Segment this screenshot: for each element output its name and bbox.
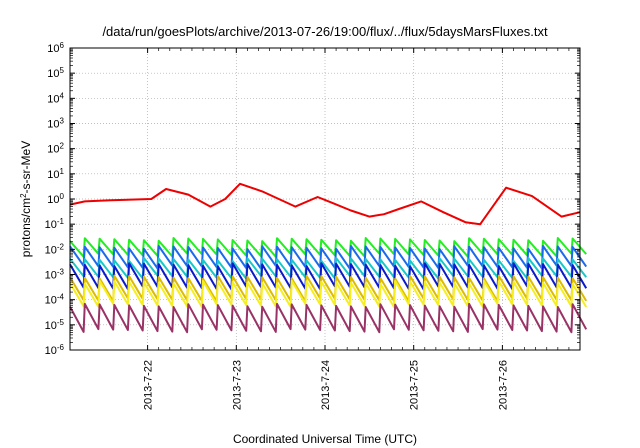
y-tick-label: 103: [47, 116, 64, 131]
y-tick-label: 105: [47, 66, 64, 81]
series-line: [69, 182, 581, 226]
series-line: [69, 245, 588, 270]
y-tick-label: 10-2: [45, 242, 65, 256]
series-line: [69, 302, 588, 334]
y-tick-label: 10-5: [45, 317, 65, 332]
y-tick-label: 100: [47, 192, 64, 207]
x-tick-label: 2013-7-26: [497, 360, 509, 410]
y-tick-label: 102: [47, 141, 64, 156]
x-tick-label: 2013-7-23: [231, 360, 243, 410]
series-group: [69, 182, 588, 334]
y-tick-label: 10-6: [45, 343, 65, 358]
x-axis-label: Coordinated Universal Time (UTC): [233, 432, 417, 446]
x-tick-label: 2013-7-24: [320, 360, 332, 410]
x-tick-label: 2013-7-22: [143, 360, 155, 410]
y-tick-label: 10-1: [45, 217, 65, 232]
y-axis-ticks: 10-6 10-5 10-4 10-3 10-2 10-1 100 101 102 103 104 1…: [45, 41, 580, 358]
series-line: [69, 279, 588, 308]
y-tick-label: 104: [47, 91, 64, 106]
y-tick-label: 10-3: [45, 267, 65, 282]
y-tick-label: 101: [47, 166, 64, 181]
y-tick-label: 10-4: [45, 292, 65, 307]
y-axis-label: protons/cm2-s-sr-MeV: [19, 141, 34, 257]
y-tick-label: 106: [47, 41, 64, 56]
x-tick-label: 2013-7-25: [409, 360, 421, 410]
x-axis-ticks: 2013-7-22 2013-7-23 2013-7-24 2013-7-25 2013…: [143, 48, 570, 410]
grid: [70, 48, 580, 350]
chart-title: /data/run/goesPlots/archive/2013-07-26/1…: [102, 24, 548, 39]
